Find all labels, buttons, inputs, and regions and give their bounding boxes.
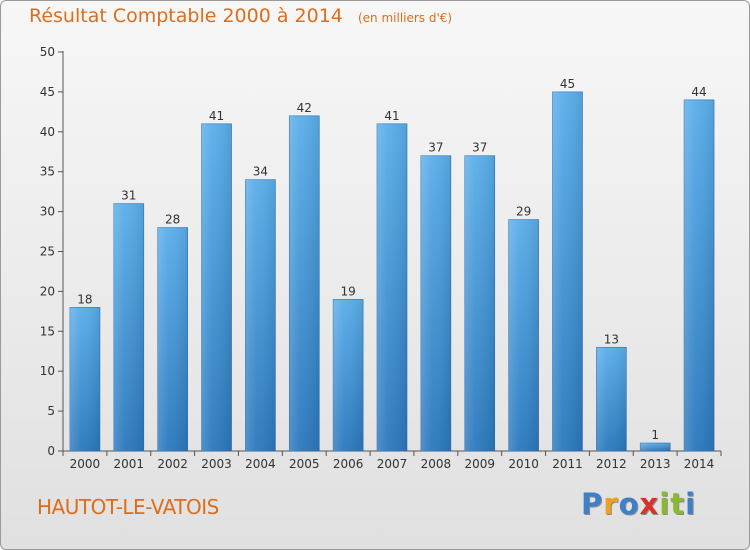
data-label-2004: 34: [253, 165, 268, 179]
bar-shine-2011: [552, 91, 583, 452]
bar-shine-2001: [113, 203, 144, 451]
bar-shine-2006: [333, 299, 364, 451]
data-label-2013: 1: [651, 428, 659, 442]
logo-letter: P: [581, 487, 604, 521]
data-label-2002: 28: [165, 213, 180, 227]
data-labels: 18 31 28 41 34 42 19 41 37 37 29 45 13 1 44: [77, 77, 706, 442]
x-tick-label-2012: 2012: [596, 457, 627, 471]
logo-letter: x: [639, 487, 660, 521]
y-tick-label: 10: [40, 364, 55, 378]
bar-shine-2009: [464, 155, 495, 452]
data-label-2000: 18: [77, 292, 92, 306]
bar-shine-2003: [201, 123, 232, 451]
logo-letter: i: [659, 487, 671, 521]
x-tick-label-2006: 2006: [333, 457, 364, 471]
x-axis: 2000 2001 2002 2003 2004 2005 2006 2007 2008 2009…: [62, 450, 722, 471]
bar-shine-2000: [69, 307, 100, 451]
bar-shine-2004: [245, 179, 276, 451]
x-tick-label-2000: 2000: [70, 457, 101, 471]
x-tick-label-2005: 2005: [289, 457, 320, 471]
data-label-2014: 44: [691, 85, 706, 99]
x-tick-label-2008: 2008: [421, 457, 452, 471]
bars: [69, 91, 715, 452]
data-label-2012: 13: [604, 332, 619, 346]
logo-letter: o: [618, 487, 640, 521]
data-label-2003: 41: [209, 109, 224, 123]
chart-title-unit: (en milliers d'€): [357, 11, 453, 25]
x-tick-label-2003: 2003: [201, 457, 232, 471]
chart-title: Résultat Comptable 2000 à 2014 (en milli…: [29, 5, 452, 27]
data-label-2009: 37: [472, 141, 487, 155]
logo-letter: t: [670, 487, 686, 521]
data-label-2010: 29: [516, 205, 531, 219]
data-label-2001: 31: [121, 189, 136, 203]
y-tick-label: 20: [40, 284, 55, 298]
bar-shine-2007: [377, 123, 407, 451]
data-label-2005: 42: [297, 101, 312, 115]
data-label-2011: 45: [560, 77, 575, 91]
x-tick-label-2007: 2007: [377, 457, 408, 471]
y-tick-label: 5: [47, 404, 55, 418]
x-tick-label-2002: 2002: [157, 457, 188, 471]
y-tick-label: 35: [40, 165, 55, 179]
data-label-2007: 41: [384, 109, 399, 123]
bar-shine-2005: [289, 115, 320, 451]
data-label-2006: 19: [340, 284, 355, 298]
bar-shine-2014: [684, 99, 715, 451]
x-tick-label-2010: 2010: [508, 457, 539, 471]
x-tick-label-2009: 2009: [464, 457, 495, 471]
x-tick-label-2013: 2013: [640, 457, 671, 471]
bar-shine-2013: [640, 443, 671, 451]
x-tick-label-2011: 2011: [552, 457, 583, 471]
chart-title-main: Résultat Comptable 2000 à 2014: [29, 5, 343, 27]
x-tick-label-2014: 2014: [684, 457, 715, 471]
y-tick-label: 30: [40, 205, 55, 219]
x-tick-label-2004: 2004: [245, 457, 276, 471]
y-tick-label: 15: [40, 324, 55, 338]
bar-shine-2010: [508, 219, 539, 451]
proxiti-logo[interactable]: Proxiti: [581, 487, 696, 521]
y-tick-label: 0: [47, 444, 55, 458]
y-axis: 0 5 10 15 20 25 30 35 40 45 50: [40, 45, 64, 458]
x-tick-label-2001: 2001: [114, 457, 145, 471]
bar-shine-2008: [420, 155, 451, 452]
y-tick-label: 50: [40, 45, 55, 59]
logo-letter: i: [685, 487, 697, 521]
data-label-2008: 37: [428, 141, 443, 155]
commune-name: HAUTOT-LE-VATOIS: [37, 495, 219, 519]
bar-shine-2002: [157, 227, 188, 451]
logo-letter: r: [603, 487, 619, 521]
y-tick-label: 45: [40, 85, 55, 99]
y-tick-label: 25: [40, 245, 55, 259]
bar-shine-2012: [596, 347, 627, 451]
y-tick-label: 40: [40, 125, 55, 139]
